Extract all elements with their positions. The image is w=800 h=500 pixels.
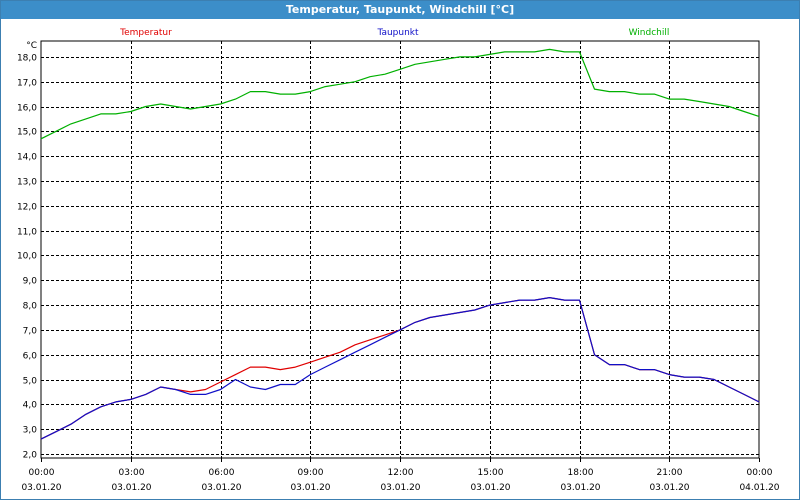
x-tick-date: 03.01.20 [111,483,151,493]
y-tick-label: 11,0 [17,228,37,238]
y-tick-label: 16,0 [17,104,37,114]
legend-label-windchill: Windchill [629,28,670,38]
x-tick-time: 09:00 [298,468,324,478]
legend-label-temperatur: Temperatur [119,28,172,38]
x-tick-time: 00:00 [29,468,55,478]
y-tick-label: 10,0 [17,252,37,262]
x-tick-date: 03.01.20 [470,483,510,493]
y-tick-label: 12,0 [17,203,37,213]
y-tick-label: 8,0 [23,302,38,312]
y-tick-label: 15,0 [17,128,37,138]
x-tick-date: 03.01.20 [380,483,420,493]
y-tick-label: 6,0 [23,352,38,362]
x-tick-date: 03.01.20 [649,483,689,493]
y-tick-label: 14,0 [17,153,37,163]
window-title: Temperatur, Taupunkt, Windchill [°C] [1,1,799,19]
series-line-windchill [40,48,760,140]
series-line-taupunkt [40,297,760,440]
y-tick-label: 18,0 [17,54,37,64]
x-tick-time: 12:00 [388,468,414,478]
y-tick-label: 5,0 [23,377,38,387]
y-tick-label: 17,0 [17,79,37,89]
y-tick-label: 13,0 [17,178,37,188]
x-tick-date: 03.01.20 [21,483,61,493]
x-tick-date: 03.01.20 [201,483,241,493]
y-tick-label: 7,0 [23,327,38,337]
legend-label-taupunkt: Taupunkt [376,28,419,38]
x-tick-time: 15:00 [478,468,504,478]
y-unit-label: °C [26,41,37,51]
x-tick-time: 21:00 [657,468,683,478]
x-tick-date: 04.01.20 [739,483,779,493]
x-tick-time: 03:00 [119,468,145,478]
y-tick-label: 9,0 [23,277,38,287]
x-tick-time: 00:00 [747,468,773,478]
x-tick-date: 03.01.20 [560,483,600,493]
x-tick-date: 03.01.20 [290,483,330,493]
y-tick-label: 3,0 [23,426,38,436]
y-tick-label: 2,0 [23,451,38,461]
x-tick-time: 18:00 [568,468,594,478]
y-tick-label: 4,0 [23,401,38,411]
x-tick-time: 06:00 [209,468,235,478]
